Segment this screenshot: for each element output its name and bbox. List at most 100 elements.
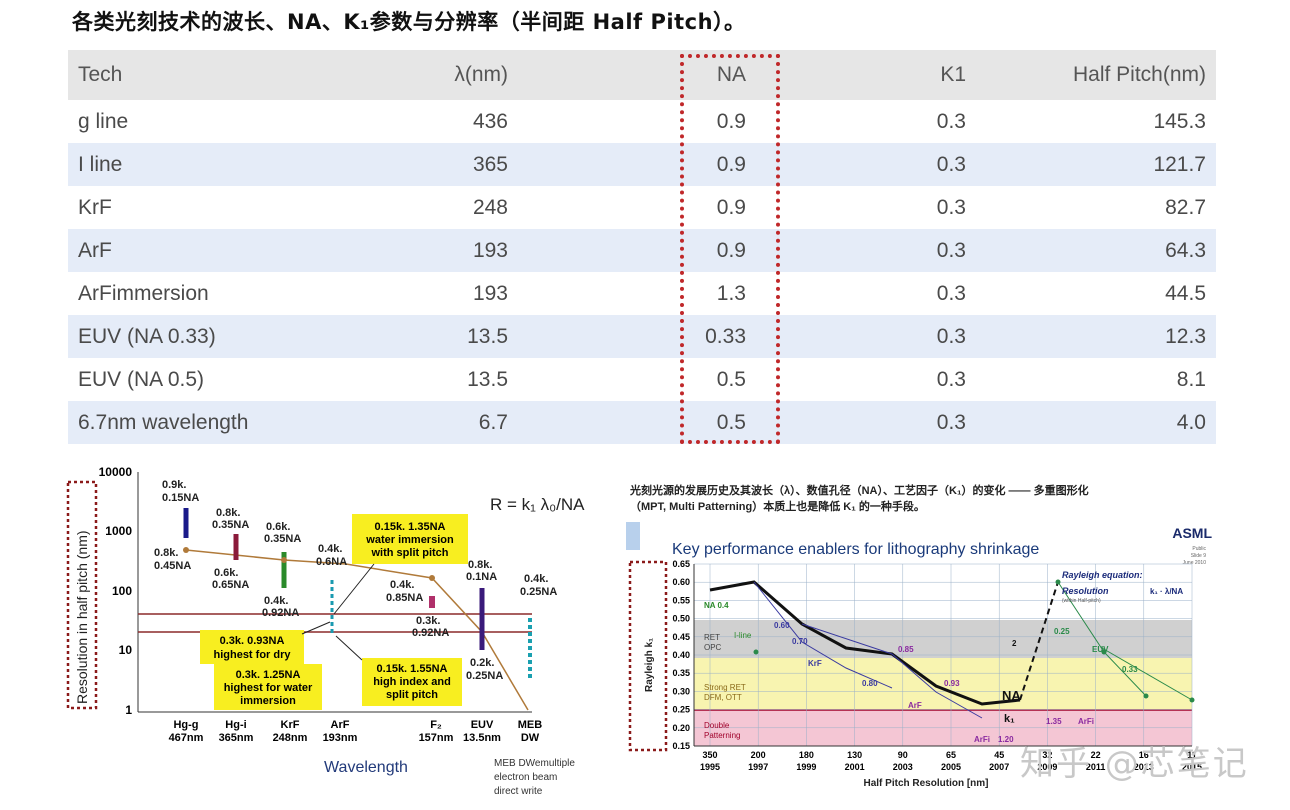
logo-sub-2: Slide 9	[1191, 553, 1207, 559]
annotation-085-na: 0.85NA	[386, 592, 423, 604]
band-label-dfm: DFM, OTT	[704, 693, 742, 702]
parameters-table: Tech λ(nm) NA K1 Half Pitch(nm) g line 43…	[68, 50, 1216, 444]
label-070: 0.70	[792, 637, 808, 646]
header-na: NA	[536, 50, 756, 100]
annotation-045-na: 0.45NA	[154, 560, 191, 572]
xtick-hg-g-nm: 467nm	[169, 732, 204, 744]
equation-sub: (within Half-pitch)	[1062, 598, 1101, 604]
band-label-strong-ret: Strong RET	[704, 683, 746, 692]
label-080: 0.80	[862, 679, 878, 688]
annotation-065-na: 0.65NA	[212, 579, 249, 591]
equation-rhs: k₁ · λ/NA	[1150, 587, 1183, 596]
table-row: g line 436 0.9 0.3 145.3	[68, 100, 1216, 143]
band-label-iline: I-line	[734, 631, 752, 640]
header-k1: K1	[756, 50, 976, 100]
annotation-hg-g-na: 0.15NA	[162, 492, 199, 504]
table-cell: 193	[288, 272, 536, 315]
table-cell: 0.3	[756, 229, 976, 272]
table-row: EUV (NA 0.33) 13.5 0.33 0.3 12.3	[68, 315, 1216, 358]
caption-line2: （MPT, Multi Patterning）本质上也是降低 K₁ 的一种手段。	[630, 499, 925, 513]
right-xtick: 200	[751, 750, 766, 760]
label-2: 2	[1012, 639, 1017, 648]
k1-main-line	[709, 580, 1021, 706]
annotation-045-k: 0.8k.	[154, 547, 178, 559]
right-ytick: 0.55	[672, 595, 690, 605]
right-xtick: 2009	[1037, 762, 1057, 772]
table-cell: 0.3	[756, 315, 976, 358]
label-093: 0.93	[944, 679, 960, 688]
annotation-085-k: 0.4k.	[390, 579, 414, 591]
xtick-f2-nm: 157nm	[419, 732, 454, 744]
right-xtick: 1999	[796, 762, 816, 772]
left-chart-svg: Resolution in half pitch (nm) 10000 1000…	[66, 465, 585, 797]
annotation-092-k: 0.4k.	[264, 595, 288, 607]
annotation-092-na: 0.92NA	[262, 607, 299, 619]
ytick-1000: 1000	[105, 524, 132, 538]
table-cell: 6.7nm wavelength	[68, 401, 288, 444]
xtick-krf-nm: 248nm	[273, 732, 308, 744]
ytick-10: 10	[119, 643, 133, 657]
table-cell: I line	[68, 143, 288, 186]
euv-line-2	[1101, 647, 1193, 701]
right-xtick: 90	[898, 750, 908, 760]
callout-split-line3: with split pitch	[371, 547, 449, 559]
table-cell: 193	[288, 229, 536, 272]
callout-high-index	[362, 658, 462, 706]
right-ytick: 0.15	[672, 741, 690, 751]
right-xtick: 2011	[1086, 762, 1106, 772]
left-xlabel: Wavelength	[324, 759, 408, 776]
table-cell: 0.3	[756, 100, 976, 143]
table-cell: 121.7	[976, 143, 1216, 186]
label-025: 0.25	[1054, 627, 1070, 636]
trend-line	[185, 549, 529, 711]
table-header-row: Tech λ(nm) NA K1 Half Pitch(nm)	[68, 50, 1216, 100]
right-ytick: 0.35	[672, 668, 690, 678]
table-cell: ArFimmersion	[68, 272, 288, 315]
table-cell: 64.3	[976, 229, 1216, 272]
meb-note-line1: MEB DWemultiple	[494, 758, 575, 769]
callout-water-line3: immersion	[240, 695, 296, 707]
right-chart-svg: 光刻光源的发展历史及其波长（λ）、数值孔径（NA）、工艺因子（K₁）的变化 ——…	[626, 483, 1222, 789]
table-row: ArFimmersion 193 1.3 0.3 44.5	[68, 272, 1216, 315]
ytick-100: 100	[112, 584, 132, 598]
callout-dry-line1: 0.3k. 0.93NA	[220, 635, 285, 647]
xtick-euv-nm: 13.5nm	[463, 732, 501, 744]
right-xtick: 2001	[845, 762, 865, 772]
right-ylabel: Rayleigh k₁	[644, 638, 655, 692]
right-ytick: 0.45	[672, 632, 690, 642]
label-135: 1.35	[1046, 717, 1062, 726]
table-cell: EUV (NA 0.5)	[68, 358, 288, 401]
left-xticks: Hg-g 467nm Hg-i 365nm KrF 248nm ArF 193n…	[169, 719, 543, 744]
annotation-meb-k: 0.4k.	[524, 573, 548, 585]
annotation-f2-092-k: 0.3k.	[416, 615, 440, 627]
asml-logo: ASML	[1172, 525, 1212, 541]
equation-title: Rayleigh equation:	[1062, 570, 1143, 580]
ytick-1: 1	[125, 703, 132, 717]
right-ytick: 0.65	[672, 559, 690, 569]
callout-dry	[200, 630, 304, 664]
right-xtick: 32	[1042, 750, 1052, 760]
caption-line1: 光刻光源的发展历史及其波长（λ）、数值孔径（NA）、工艺因子（K₁）的变化 ——…	[629, 483, 1089, 497]
xtick-hg-g: Hg-g	[173, 719, 198, 731]
right-xtick: 16	[1139, 750, 1149, 760]
right-xtick: 2007	[989, 762, 1009, 772]
xtick-krf: KrF	[281, 719, 300, 731]
table-row: ArF 193 0.9 0.3 64.3	[68, 229, 1216, 272]
right-xtick: 2005	[941, 762, 961, 772]
label-arf: ArF	[908, 701, 922, 710]
left-annotations: 0.9k. 0.15NA 0.8k. 0.35NA 0.6k. 0.35NA 0…	[154, 479, 557, 682]
arf-line	[801, 623, 983, 719]
slide-header-accent	[626, 522, 640, 550]
resolution-wavelength-chart: Resolution in half pitch (nm) 10000 1000…	[62, 454, 610, 802]
right-xtick: 1997	[748, 762, 768, 772]
meb-note-line3: direct write	[494, 786, 543, 797]
xtick-hg-i: Hg-i	[225, 719, 246, 731]
right-ytick: 0.40	[672, 650, 690, 660]
callout-water	[214, 664, 322, 710]
band-label-ret: RET	[704, 633, 720, 642]
marker-euv-2	[1101, 649, 1107, 655]
table-cell: 8.1	[976, 358, 1216, 401]
band-label-double: Double	[704, 721, 730, 730]
label-085: 0.85	[898, 645, 914, 654]
table-cell: 0.5	[536, 358, 756, 401]
